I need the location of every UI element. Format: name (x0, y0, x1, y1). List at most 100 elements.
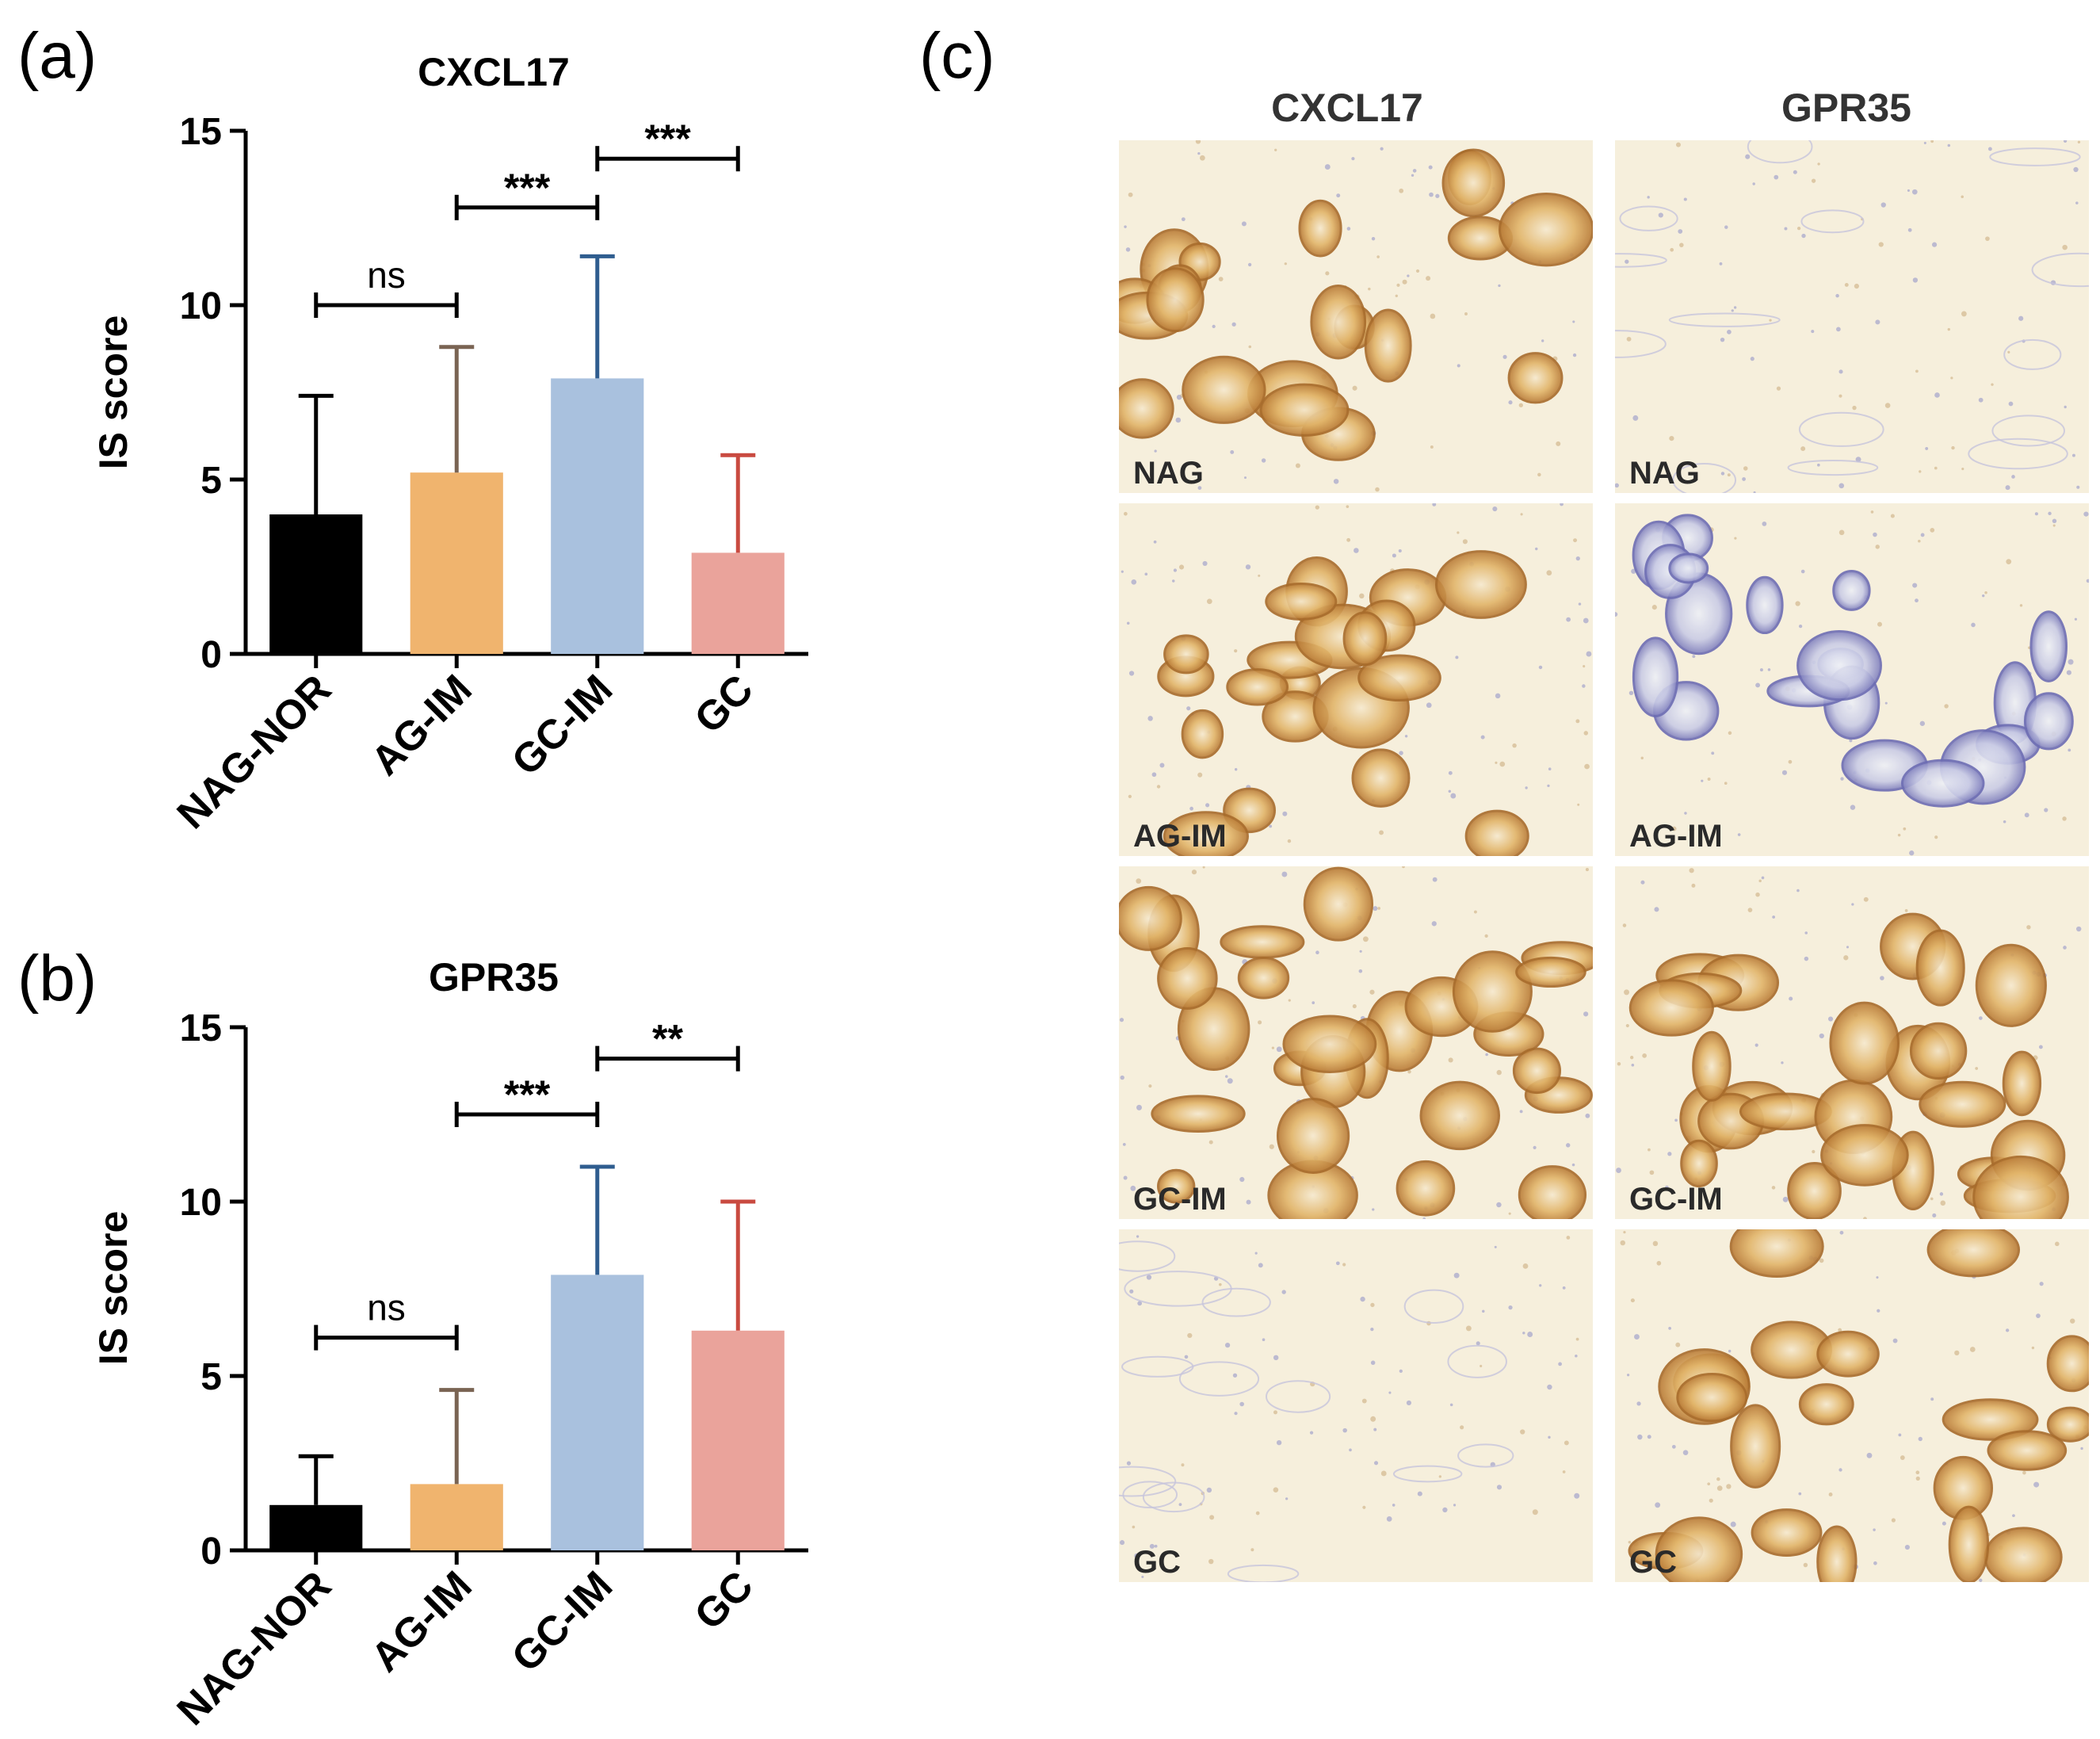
nucleus-dot (1655, 1502, 1661, 1508)
stroma-fiber (1142, 1481, 1205, 1513)
nucleus-dot (1250, 1548, 1254, 1552)
nucleus-dot (1849, 739, 1853, 743)
gland (1948, 1505, 1990, 1582)
bar (691, 1330, 785, 1550)
nucleus-dot (1691, 883, 1696, 888)
nucleus-dot (1361, 1398, 1367, 1404)
nucleus-dot (1392, 553, 1396, 558)
nucleus-dot (1285, 1497, 1289, 1500)
nucleus-dot (1484, 934, 1488, 938)
nucleus-dot (1548, 1435, 1551, 1439)
nucleus-dot (1771, 1186, 1776, 1190)
nucleus-dot (1189, 806, 1193, 811)
nucleus-dot (1388, 1391, 1392, 1394)
nucleus-dot (1754, 1043, 1758, 1047)
nucleus-dot (1227, 1078, 1233, 1084)
nucleus-dot (1615, 483, 1619, 488)
nucleus-dot (1665, 1185, 1669, 1190)
micrograph-label: GC-IM (1629, 1182, 1723, 1217)
nucleus-dot (1583, 1011, 1589, 1017)
nucleus-dot (1930, 1197, 1934, 1201)
bar (551, 1275, 644, 1550)
nucleus-dot (1273, 1410, 1277, 1415)
nucleus-dot (1230, 449, 1235, 454)
column-header-cxcl17: CXCL17 (1271, 86, 1423, 130)
nucleus-dot (1208, 1140, 1213, 1145)
nucleus-dot (2063, 140, 2068, 143)
nucleus-dot (1716, 1485, 1723, 1491)
nucleus-dot (1904, 908, 1908, 912)
nucleus-dot (1386, 1515, 1392, 1522)
nucleus-dot (1828, 1492, 1833, 1496)
gland (1518, 1165, 1587, 1219)
nucleus-dot (2026, 925, 2031, 930)
nucleus-dot (1346, 537, 1351, 542)
nucleus-dot (1269, 1144, 1274, 1149)
nucleus-dot (1372, 1208, 1375, 1211)
nucleus-dot (1432, 877, 1438, 882)
nucleus-dot (1890, 514, 1895, 518)
gland (1798, 1383, 1854, 1426)
nucleus-dot (1835, 293, 1839, 298)
nucleus-dot (1295, 463, 1300, 468)
gland (1729, 1229, 1824, 1278)
y-tick-label: 0 (200, 634, 222, 676)
nucleus-dot (1711, 751, 1715, 755)
nucleus-dot (1880, 202, 1886, 208)
gland (1303, 866, 1374, 942)
nucleus-dot (1360, 1296, 1365, 1302)
nucleus-dot (1148, 1084, 1152, 1088)
nucleus-dot (1224, 1343, 1231, 1348)
nucleus-dot (2039, 1282, 2044, 1286)
nucleus-dot (1508, 400, 1513, 405)
nucleus-dot (1631, 1063, 1635, 1067)
nucleus-dot (1923, 141, 1926, 144)
nucleus-dot (1123, 1175, 1128, 1180)
nucleus-dot (1362, 1505, 1366, 1509)
y-tick-label: 15 (180, 111, 222, 153)
nucleus-dot (1197, 151, 1201, 155)
nucleus-dot (2055, 1241, 2060, 1247)
gland (1181, 709, 1224, 759)
nucleus-dot (1575, 719, 1580, 724)
nucleus-dot (1909, 850, 1915, 856)
nucleus-dot (1793, 170, 1797, 174)
x-tick-label: NAG-NOR (169, 666, 341, 838)
nucleus-dot (1870, 510, 1874, 514)
nucleus-dot (1315, 950, 1319, 954)
gland (1146, 267, 1205, 333)
nucleus-dot (2052, 518, 2057, 524)
nucleus-dot (1457, 531, 1460, 534)
nucleus-dot (1940, 1200, 1946, 1206)
nucleus-dot (1206, 1487, 1212, 1493)
nucleus-dot (1119, 1018, 1124, 1022)
nucleus-dot (1919, 720, 1926, 726)
nucleus-dot (1457, 364, 1460, 368)
nucleus-dot (1950, 376, 1953, 380)
gland (1746, 575, 1784, 635)
nucleus-dot (1359, 593, 1365, 599)
nucleus-dot (1402, 279, 1407, 285)
nucleus-dot (1803, 1562, 1808, 1568)
micrograph-gpr35-row-1: NAG (1615, 140, 2089, 493)
nucleus-dot (1206, 598, 1212, 605)
nucleus-dot (1377, 907, 1380, 910)
gland (2029, 610, 2068, 682)
nucleus-dot (1126, 621, 1130, 625)
nucleus-dot (1788, 759, 1793, 764)
nucleus-dot (1375, 487, 1380, 492)
nucleus-dot (1144, 572, 1148, 576)
nucleus-dot (1745, 154, 1751, 159)
nucleus-dot (1930, 528, 1935, 533)
nucleus-dot (1701, 779, 1704, 782)
nucleus-dot (1141, 1576, 1144, 1579)
gland (1987, 1430, 2068, 1471)
stroma-fiber (2003, 338, 2062, 370)
nucleus-dot (1415, 269, 1420, 273)
significance-label: *** (504, 1072, 551, 1117)
nucleus-dot (1838, 1328, 1842, 1332)
nucleus-dot (1373, 1428, 1377, 1431)
nucleus-dot (1873, 1561, 1877, 1565)
micrograph-label: GC (1629, 1545, 1677, 1580)
